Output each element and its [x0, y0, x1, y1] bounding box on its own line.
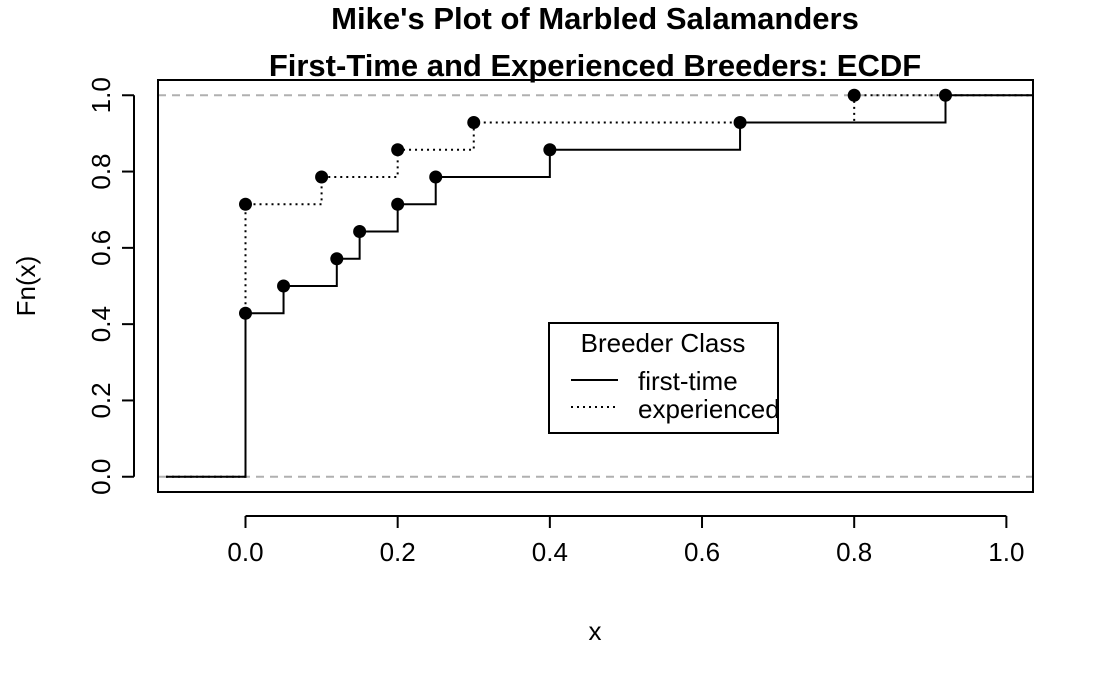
data-point-first-time [277, 279, 291, 293]
x-axis: 0.0 0.2 0.4 0.6 0.8 1.0 [227, 515, 1024, 567]
x-tick-label: 0.8 [836, 537, 872, 567]
data-point-experienced [315, 170, 329, 184]
legend: Breeder Class first-time experienced [548, 322, 780, 434]
x-tick-label: 0.6 [684, 537, 720, 567]
y-tick-label: 0.8 [86, 153, 116, 189]
plot-series [166, 88, 1033, 478]
legend-title: Breeder Class [581, 328, 746, 358]
data-point-experienced [239, 197, 252, 211]
legend-label-experienced: experienced [638, 394, 780, 424]
x-axis-label: x [589, 616, 602, 646]
series-line-experienced [166, 94, 1033, 478]
x-tick-label: 0.0 [227, 537, 263, 567]
data-point-first-time [353, 224, 367, 238]
data-point-experienced [847, 88, 861, 102]
data-point-experienced [391, 143, 405, 157]
y-axis-label: Fn(x) [11, 256, 41, 317]
data-point-experienced [467, 115, 481, 129]
y-tick-label: 0.4 [86, 306, 116, 342]
plot-frame [157, 79, 1034, 493]
data-point-first-time [239, 306, 252, 320]
data-point-first-time [543, 143, 557, 157]
data-point-first-time [429, 170, 443, 184]
y-tick-label: 0.0 [86, 459, 116, 495]
data-point-first-time [391, 197, 405, 211]
chart-subtitle: First-Time and Experienced Breeders: ECD… [269, 48, 921, 83]
data-point-first-time [330, 252, 344, 266]
legend-box [548, 322, 779, 434]
legend-label-first-time: first-time [638, 366, 738, 396]
reference-lines [158, 94, 1033, 478]
y-axis: 0.0 0.2 0.4 0.6 0.8 1.0 [86, 77, 135, 495]
x-tick-label: 1.0 [988, 537, 1024, 567]
series-first-time [166, 88, 1033, 478]
y-tick-label: 1.0 [86, 77, 116, 113]
series-experienced [166, 88, 1033, 478]
chart-title: Mike's Plot of Marbled Salamanders [331, 1, 859, 36]
x-tick-label: 0.4 [532, 537, 568, 567]
y-tick-label: 0.2 [86, 382, 116, 418]
data-point-first-time [733, 115, 747, 129]
y-tick-label: 0.6 [86, 230, 116, 266]
data-point-first-time [939, 88, 952, 102]
x-tick-label: 0.2 [380, 537, 416, 567]
